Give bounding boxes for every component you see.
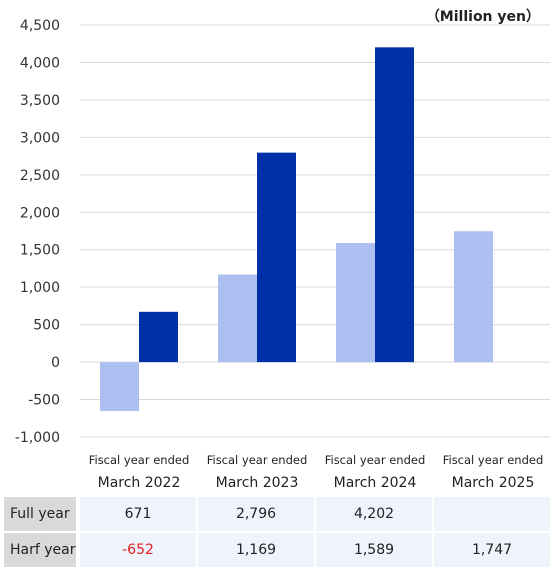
table-cell: 1,169 — [198, 533, 314, 567]
y-tick-label: 1,000 — [20, 280, 60, 296]
y-tick-label: -500 — [28, 393, 60, 409]
x-category-label-line1: Fiscal year ended — [89, 453, 190, 467]
x-category-label-line1: Fiscal year ended — [325, 453, 426, 467]
table-cell: 4,202 — [316, 497, 432, 531]
x-category-label-line1: Fiscal year ended — [207, 453, 308, 467]
y-tick-label: 0 — [51, 355, 60, 371]
x-category-label-line1: Fiscal year ended — [443, 453, 544, 467]
row-label-full-year: Full year — [4, 497, 76, 531]
bars — [100, 47, 493, 411]
bar-harf-year — [336, 243, 375, 363]
table-cell: 2,796 — [198, 497, 314, 531]
y-tick-label: 3,500 — [20, 93, 60, 109]
y-axis-ticks: 4,500 4,000 3,500 3,000 2,500 2,000 1,500 1,000… — [15, 18, 60, 446]
x-category-label-line2: March 2025 — [452, 475, 535, 491]
table-cell: -652 — [80, 533, 196, 567]
bar-full-year — [257, 152, 296, 363]
bar-full-year — [139, 311, 178, 363]
row-label-half-year: Harf year — [4, 533, 76, 567]
x-axis-categories: Fiscal year ended March 2022 Fiscal year e… — [89, 453, 544, 491]
bar-harf-year — [218, 274, 257, 363]
y-tick-label: 500 — [33, 318, 60, 334]
x-category-label-line2: March 2023 — [216, 475, 299, 491]
x-category-label-line2: March 2024 — [334, 475, 417, 491]
table-cell: 1,747 — [434, 533, 550, 567]
gridlines — [80, 24, 550, 438]
table-cell — [434, 497, 550, 531]
bar-full-year — [375, 47, 414, 363]
table-cell: 671 — [80, 497, 196, 531]
bar-chart: 4,500 4,000 3,500 3,000 2,500 2,000 1,500 1,000… — [15, 9, 550, 491]
y-tick-label: 2,000 — [20, 205, 60, 221]
x-category-label-line2: March 2022 — [98, 475, 181, 491]
y-tick-label: -1,000 — [15, 430, 60, 446]
bar-harf-year — [100, 362, 139, 411]
y-tick-label: 1,500 — [20, 243, 60, 259]
bar-harf-year — [454, 231, 493, 363]
table-cell: 1,589 — [316, 533, 432, 567]
y-tick-label: 4,000 — [20, 55, 60, 71]
y-tick-label: 3,000 — [20, 130, 60, 146]
y-tick-label: 2,500 — [20, 168, 60, 184]
unit-label: （Million yen） — [426, 9, 540, 25]
y-tick-label: 4,500 — [20, 18, 60, 34]
